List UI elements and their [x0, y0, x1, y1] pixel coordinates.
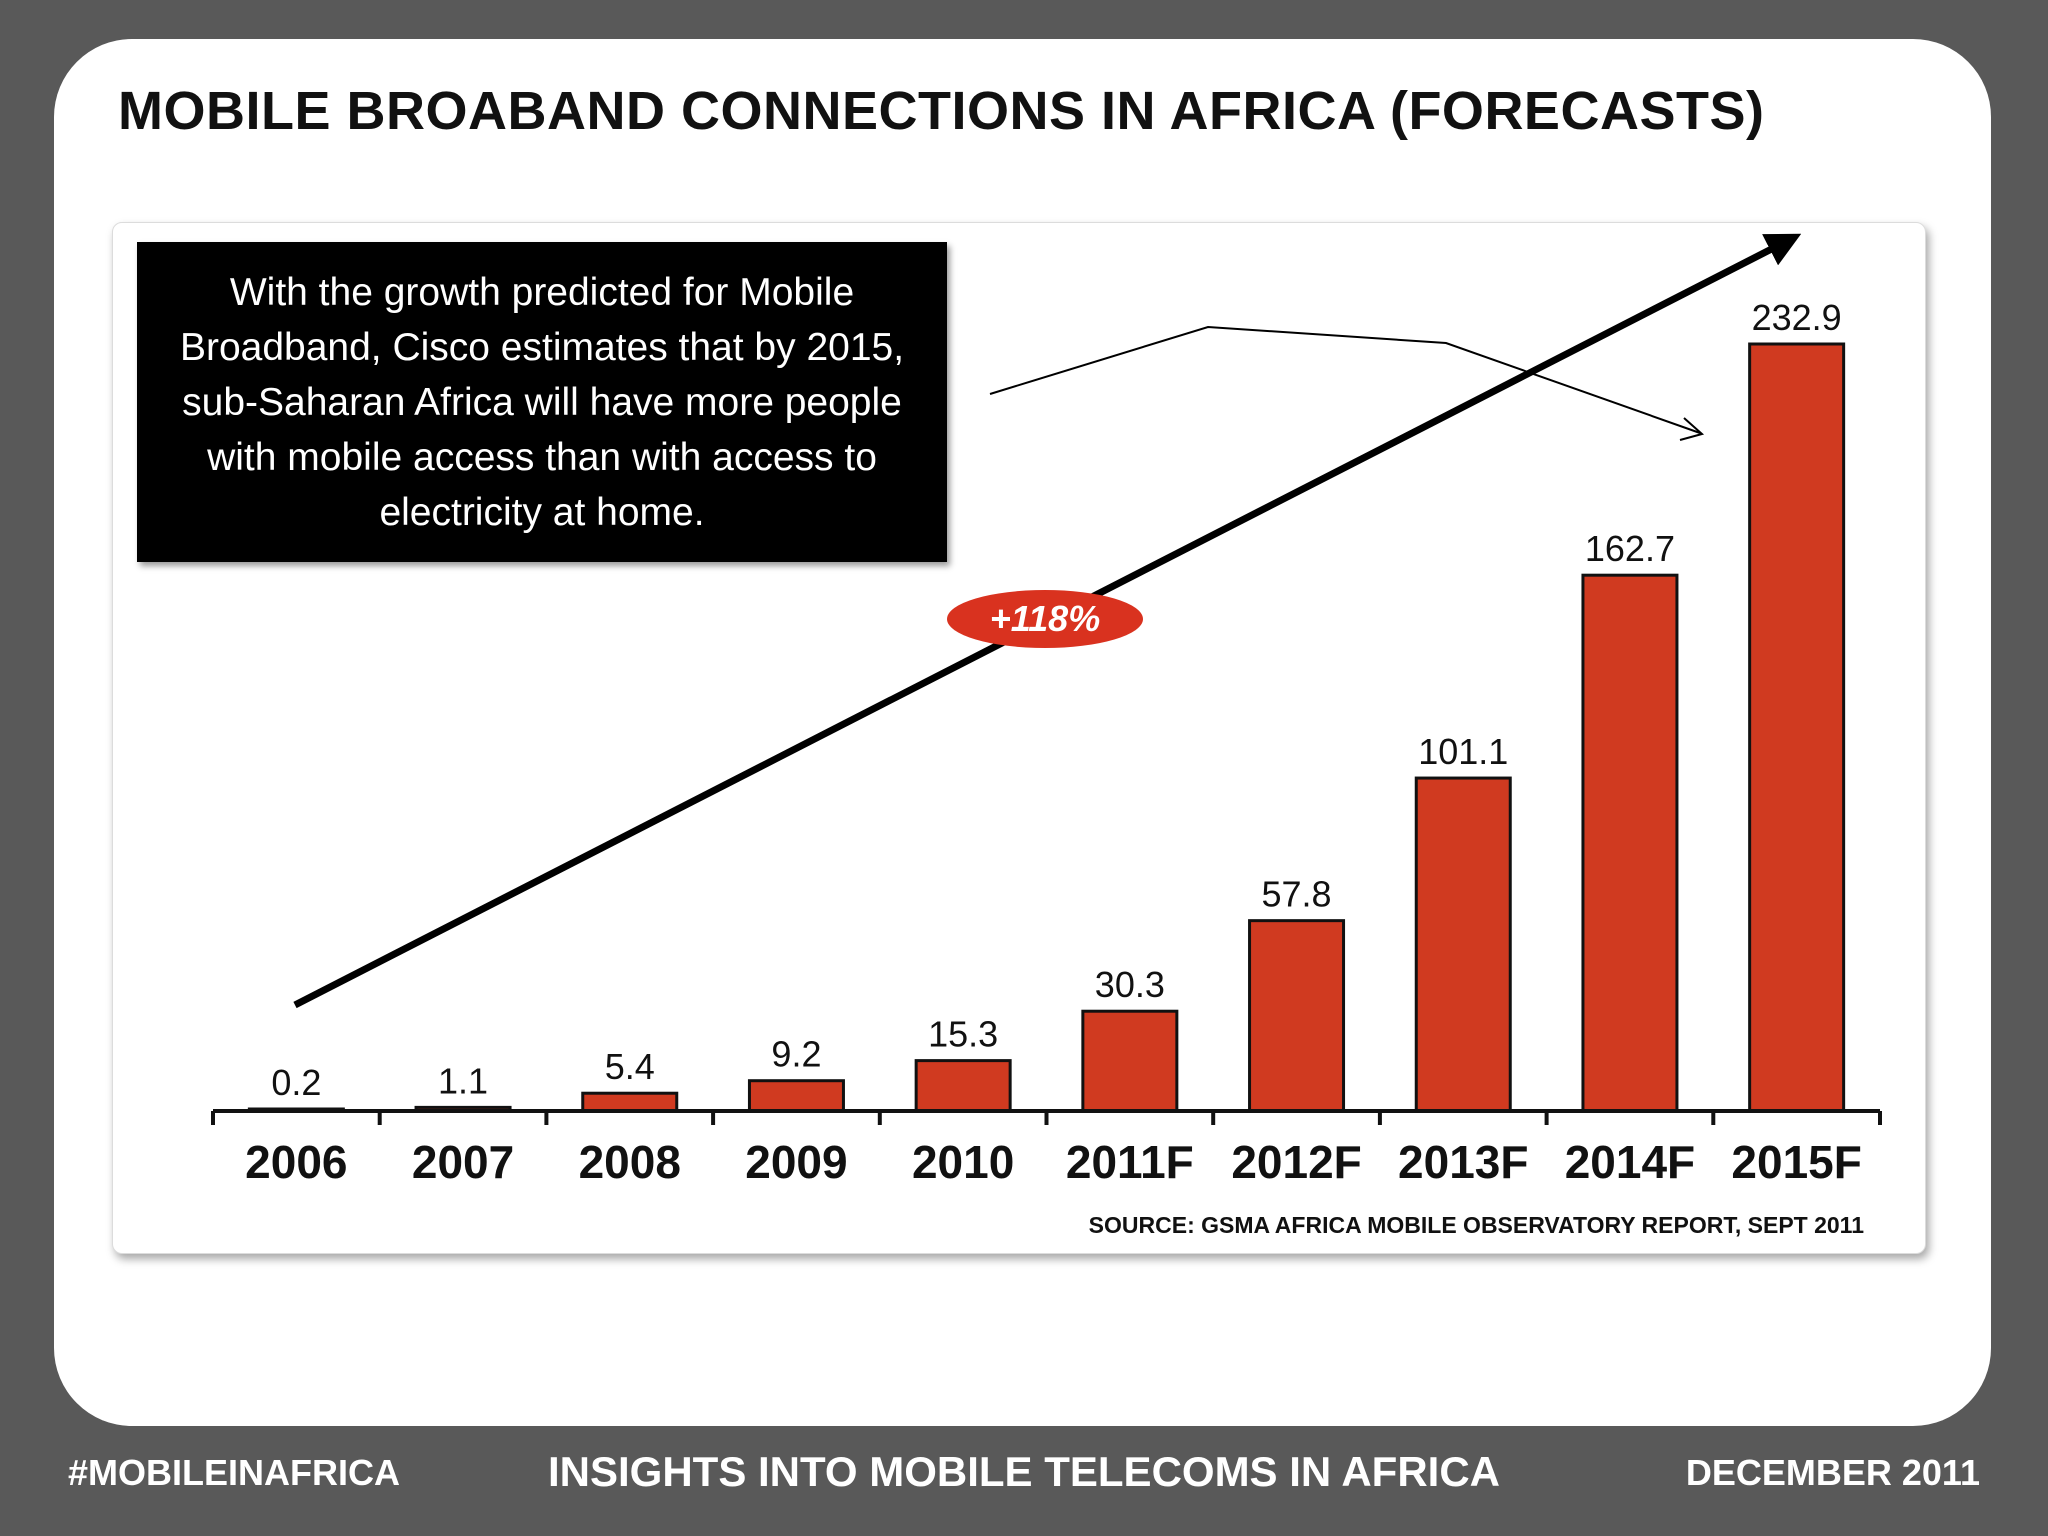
tick-label-2010: 2010 — [912, 1136, 1014, 1188]
bar-2015F — [1748, 342, 1846, 1113]
callout-text: With the growth predicted for Mobile Bro… — [179, 270, 905, 534]
bar-2009 — [747, 1079, 845, 1113]
tick-label-2014F: 2014F — [1565, 1136, 1695, 1188]
tick-label-2013F: 2013F — [1398, 1136, 1528, 1188]
footer-hashtag: #MOBILEINAFRICA — [68, 1452, 400, 1493]
callout-box: With the growth predicted for Mobile Bro… — [137, 242, 947, 562]
tick-label-2009: 2009 — [745, 1136, 847, 1188]
value-label-2013F: 101.1 — [1418, 731, 1508, 772]
bar-2014F — [1581, 573, 1679, 1113]
growth-badge-text: +118% — [990, 598, 1100, 639]
callout-pointer-arrow — [989, 325, 1701, 434]
bar-2011F — [1081, 1009, 1179, 1113]
value-label-2015F: 232.9 — [1752, 297, 1842, 338]
tick-label-2008: 2008 — [579, 1136, 681, 1188]
tick-label-2007: 2007 — [412, 1136, 514, 1188]
bar-2008 — [581, 1091, 679, 1113]
value-label-2011F: 30.3 — [1095, 964, 1165, 1005]
footer-title: INSIGHTS INTO MOBILE TELECOMS IN AFRICA — [547, 1448, 1500, 1495]
value-label-2006: 0.2 — [271, 1062, 321, 1103]
growth-badge: +118% — [947, 590, 1143, 648]
bar-2012F — [1248, 919, 1346, 1113]
growth-badge-ellipse — [947, 590, 1143, 648]
value-label-2009: 9.2 — [771, 1034, 821, 1075]
bar-2010 — [914, 1059, 1012, 1113]
value-label-2010: 15.3 — [928, 1014, 998, 1055]
source-note: SOURCE: GSMA AFRICA MOBILE OBSERVATORY R… — [1088, 1212, 1864, 1238]
slide-title: MOBILE BROABAND CONNECTIONS IN AFRICA (F… — [118, 81, 1765, 141]
tick-label-2015F: 2015F — [1731, 1136, 1861, 1188]
tick-label-2011F: 2011F — [1066, 1136, 1194, 1188]
value-label-2012F: 57.8 — [1262, 874, 1332, 915]
tick-label-2006: 2006 — [245, 1136, 347, 1188]
callout-pointer-arrow-head — [1679, 417, 1705, 441]
value-label-2014F: 162.7 — [1585, 528, 1675, 569]
tick-label-2012F: 2012F — [1231, 1136, 1361, 1188]
footer-date: DECEMBER 2011 — [1685, 1452, 1980, 1493]
value-label-2007: 1.1 — [438, 1060, 488, 1101]
value-label-2008: 5.4 — [605, 1046, 655, 1087]
bar-2013F — [1414, 776, 1512, 1113]
